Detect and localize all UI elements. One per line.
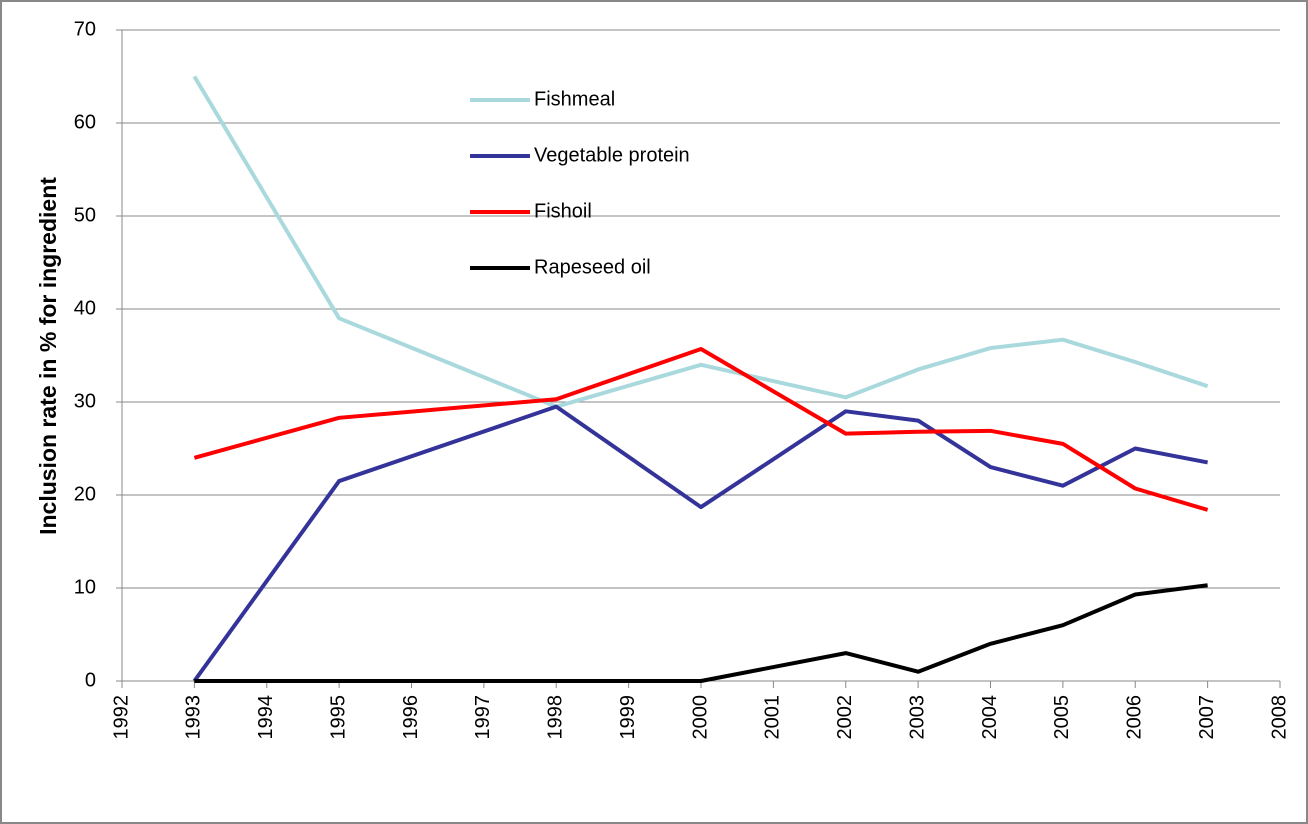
y-tick-label: 0	[85, 669, 96, 691]
y-tick-label: 70	[74, 18, 96, 40]
line	[193, 346, 1209, 512]
x-tick-label: 2007	[1196, 695, 1218, 740]
legend-label: Rapeseed oil	[534, 256, 651, 278]
y-tick-label: 30	[74, 390, 96, 412]
y-tick-label: 40	[74, 297, 96, 319]
y-axis-label: Inclusion rate in % for ingredient	[35, 177, 61, 535]
y-tick-label: 50	[74, 204, 96, 226]
x-tick-label: 1992	[110, 695, 132, 740]
y-tick-label: 10	[74, 576, 96, 598]
x-tick-label: 1994	[255, 695, 277, 740]
legend-label: Fishoil	[534, 200, 592, 222]
line	[192, 75, 1209, 409]
x-tick-label: 1995	[327, 695, 349, 740]
legend-label: Vegetable protein	[534, 144, 690, 166]
x-tick-label: 1999	[617, 695, 639, 740]
x-tick-label: 2008	[1268, 695, 1290, 740]
line	[194, 583, 1208, 683]
y-tick-label: 60	[74, 111, 96, 133]
x-tick-label: 1996	[400, 695, 422, 740]
x-tick-label: 2006	[1124, 695, 1146, 740]
x-tick-label: 1993	[183, 695, 205, 740]
x-tick-label: 2001	[762, 695, 784, 740]
x-tick-label: 2005	[1051, 695, 1073, 740]
x-tick-label: 1998	[545, 695, 567, 740]
x-tick-label: 1997	[472, 695, 494, 740]
x-tick-label: 2004	[979, 695, 1001, 740]
x-tick-label: 2003	[906, 695, 928, 740]
x-tick-label: 2000	[689, 695, 711, 740]
x-tick-label: 2002	[834, 695, 856, 740]
y-tick-label: 20	[74, 483, 96, 505]
legend-label: Fishmeal	[534, 88, 615, 110]
